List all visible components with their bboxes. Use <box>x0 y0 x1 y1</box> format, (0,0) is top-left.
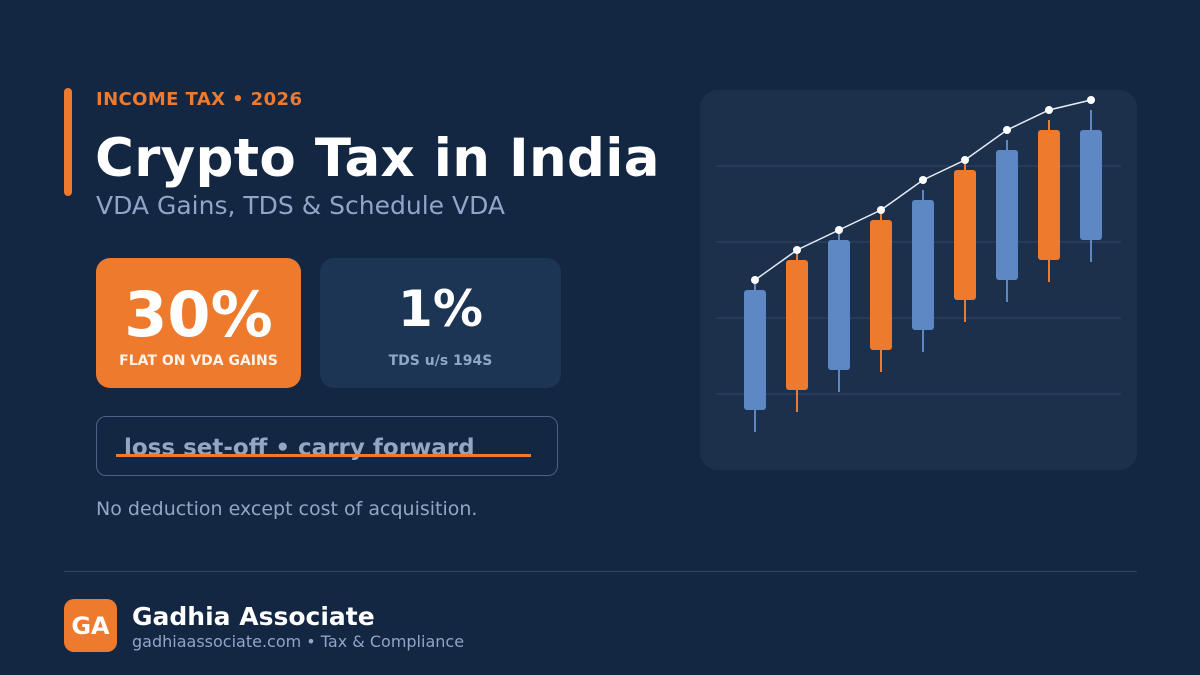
tds-label: TDS u/s 194S <box>388 353 493 369</box>
trend-point-4 <box>877 206 885 214</box>
candlestick-chart <box>716 96 1121 432</box>
candle-body-8 <box>1038 130 1060 260</box>
page-title: Crypto Tax in India <box>95 128 660 189</box>
brand-tagline: gadhiaassociate.com • Tax & Compliance <box>132 632 465 651</box>
flat-rate-card: 30% FLAT ON VDA GAINS <box>96 258 301 388</box>
strikethrough-line <box>116 454 531 457</box>
loss-setoff-text: loss set-off • carry forward <box>124 435 475 461</box>
candle-body-1 <box>744 290 766 410</box>
trend-point-8 <box>1045 106 1053 114</box>
deduction-note: No deduction except cost of acquisition. <box>96 498 478 520</box>
footer-divider <box>64 571 1137 572</box>
candle-body-4 <box>870 220 892 350</box>
trend-point-9 <box>1087 96 1095 104</box>
page-subtitle: VDA Gains, TDS & Schedule VDA <box>96 191 505 220</box>
tds-value: 1% <box>398 280 483 338</box>
trend-point-2 <box>793 246 801 254</box>
trend-point-1 <box>751 276 759 284</box>
candle-body-7 <box>996 150 1018 280</box>
candle-body-5 <box>912 200 934 330</box>
brand-name: Gadhia Associate <box>132 602 375 631</box>
trend-point-3 <box>835 226 843 234</box>
trend-point-5 <box>919 176 927 184</box>
loss-setoff-box: loss set-off • carry forward <box>96 416 558 476</box>
trend-point-6 <box>961 156 969 164</box>
candle-body-3 <box>828 240 850 370</box>
flat-rate-label: FLAT ON VDA GAINS <box>119 353 278 369</box>
trend-point-7 <box>1003 126 1011 134</box>
flat-rate-value: 30% <box>124 278 273 351</box>
candle-body-2 <box>786 260 808 390</box>
eyebrow-label: INCOME TAX • 2026 <box>96 89 303 110</box>
candle-body-9 <box>1080 130 1102 240</box>
candle-body-6 <box>954 170 976 300</box>
brand-logo: GA <box>64 599 117 652</box>
candlestick-chart-panel <box>700 90 1137 470</box>
tds-card: 1% TDS u/s 194S <box>320 258 561 388</box>
accent-bar <box>64 88 72 196</box>
